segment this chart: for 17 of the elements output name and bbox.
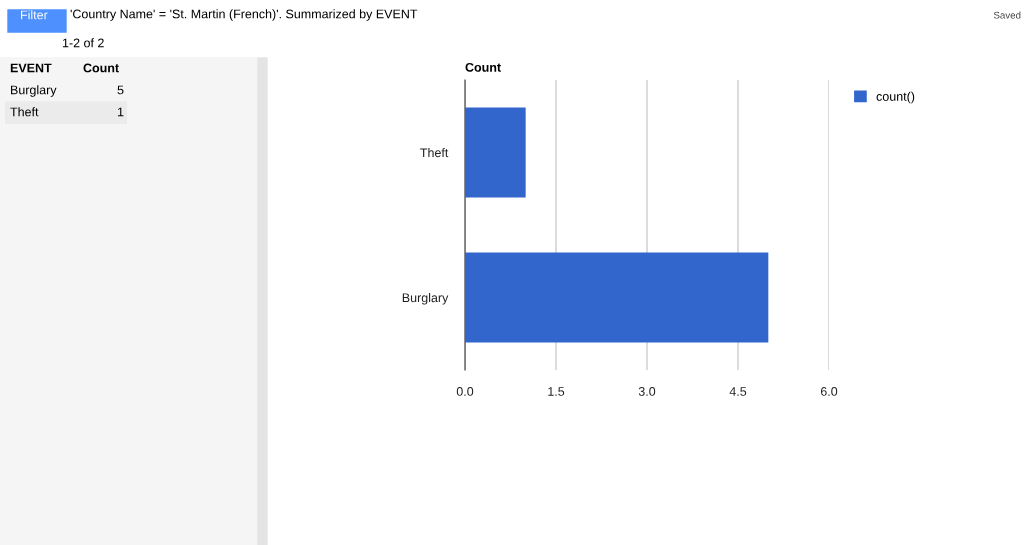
text: EVENT bbox=[10, 63, 52, 73]
data-label: 1 bbox=[118, 107, 124, 117]
text: 'Country Name' = 'St. Martin (French)'. Summarized by EVENT bbox=[70, 9, 418, 21]
x-tick-label: 3.0 bbox=[638, 387, 656, 396]
text: Count bbox=[83, 63, 119, 73]
text: 1-2 of 2 bbox=[62, 38, 104, 48]
text: Filter bbox=[21, 10, 48, 20]
x-tick-label: 6.0 bbox=[820, 387, 838, 396]
legend-label: count() bbox=[876, 91, 915, 104]
chart-title: Count bbox=[465, 62, 501, 72]
data-label: 5 bbox=[117, 85, 124, 95]
x-tick-label: 4.5 bbox=[729, 387, 747, 396]
x-tick-label: 1.5 bbox=[548, 387, 565, 396]
category-label: Burglary bbox=[11, 85, 57, 97]
text: Saved bbox=[993, 11, 1021, 19]
category-label: Theft bbox=[10, 107, 39, 117]
x-tick-label: 0.0 bbox=[456, 387, 474, 396]
